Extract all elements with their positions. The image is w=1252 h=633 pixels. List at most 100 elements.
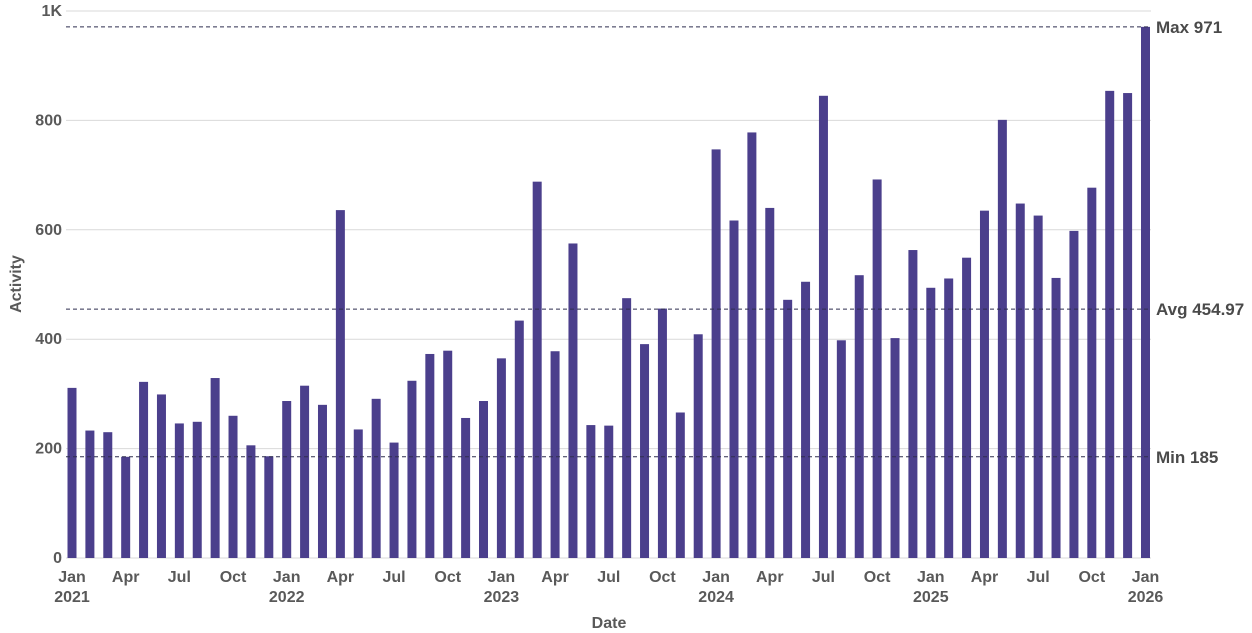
bar [801,281,811,558]
bar [1141,26,1150,559]
bar [962,257,972,558]
x-tick-label: Oct [220,569,247,586]
bar [353,429,363,558]
bar [944,278,954,558]
bar [156,394,166,558]
bar [228,415,238,558]
y-tick-label: 0 [53,550,62,567]
y-tick-label: 200 [35,441,62,458]
bar [174,423,184,558]
bar [1015,203,1025,558]
bar [496,358,506,558]
reference-line-label: Min 185 [1156,448,1218,467]
x-axis-title: Date [592,615,627,632]
x-tick-label: Oct [864,569,891,586]
x-tick-year-label: 2023 [484,589,520,606]
bar [926,287,936,558]
x-tick-label: Apr [756,569,784,586]
bar [246,445,256,558]
bar [139,381,149,558]
bar [747,132,757,558]
x-tick-label: Apr [327,569,355,586]
bar [1123,93,1133,559]
y-tick-label: 800 [35,112,62,129]
bar [514,320,524,558]
bar [604,425,614,558]
bar [890,338,900,558]
x-tick-year-label: 2022 [269,589,305,606]
reference-lines: Max 971 Avg 454.97 Min 185 [66,18,1244,467]
bar [85,430,95,558]
bar [854,275,864,558]
bar [836,340,846,558]
bar [1069,230,1079,559]
bar [67,387,77,558]
x-tick-label: Jul [812,569,835,586]
y-tick-label: 400 [35,331,62,348]
bar [622,298,632,558]
bar [282,401,292,558]
x-tick-year-label: 2024 [698,589,734,606]
y-tick-label: 1K [42,3,63,20]
x-tick-label: Jul [168,569,191,586]
bar [550,351,560,558]
bar [979,210,989,558]
x-tick-label: Jul [597,569,620,586]
x-axis: Jan 2021 Apr Jul Oct Jan 2022 Apr Jul Oct Jan 2023 A… [54,569,1163,606]
bars [67,26,1150,559]
bar [675,412,685,558]
reference-line-label: Avg 454.97 [1156,300,1244,319]
bar [121,456,131,558]
bar [264,456,274,558]
bar [657,308,667,558]
x-tick-label: Jan [58,569,86,586]
bar [568,243,578,558]
x-tick-label: Apr [112,569,140,586]
x-tick-label: Jan [702,569,730,586]
bar [389,442,399,558]
reference-line-label: Max 971 [1156,18,1222,37]
bar [192,421,202,558]
x-tick-label: Oct [1078,569,1105,586]
bar [1105,90,1115,558]
bar [711,149,721,559]
bar [586,425,596,558]
x-tick-label: Apr [971,569,999,586]
bar [103,432,113,558]
bar [443,350,453,558]
bar [997,119,1007,558]
bar [693,334,703,558]
bar [425,353,435,558]
bar [461,417,471,558]
bar [371,398,381,558]
bar [872,179,882,558]
bar [317,404,327,558]
x-tick-label: Apr [541,569,569,586]
x-tick-label: Oct [649,569,676,586]
x-tick-label: Jan [488,569,516,586]
bar [765,207,775,559]
bar [908,250,918,558]
y-axis: 0 200 400 600 800 1K [35,3,62,567]
bar [729,220,739,558]
bar [407,380,417,558]
x-tick-label: Jul [382,569,405,586]
bar [1087,187,1097,558]
bar [335,210,345,558]
bar [532,181,542,558]
bar [300,385,310,558]
y-tick-label: 600 [35,222,62,239]
x-tick-label: Jan [273,569,301,586]
x-tick-year-label: 2021 [54,589,90,606]
bar [818,95,828,558]
x-tick-label: Jul [1027,569,1050,586]
x-tick-label: Jan [1132,569,1160,586]
bar [479,401,489,558]
x-tick-year-label: 2025 [913,589,949,606]
x-tick-year-label: 2026 [1128,589,1164,606]
bar [783,299,793,558]
x-tick-label: Oct [434,569,461,586]
y-axis-title: Activity [8,255,25,313]
x-tick-label: Jan [917,569,945,586]
bar [640,344,650,558]
